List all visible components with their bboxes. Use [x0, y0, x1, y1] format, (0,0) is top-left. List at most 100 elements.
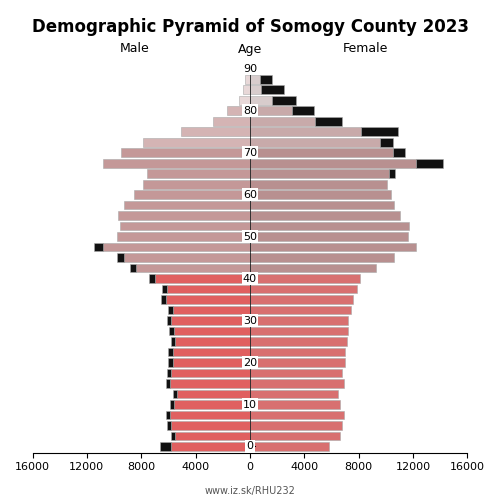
Bar — [250, 327, 348, 336]
Bar — [162, 285, 167, 294]
Bar — [174, 327, 250, 336]
Bar — [388, 170, 396, 178]
Bar — [392, 148, 405, 157]
Bar — [244, 75, 250, 84]
Bar — [136, 264, 250, 272]
Bar — [272, 96, 296, 104]
Bar — [292, 106, 314, 115]
Bar — [250, 421, 342, 430]
Bar — [166, 296, 250, 304]
Bar — [250, 64, 257, 73]
Bar — [166, 410, 170, 420]
Bar — [250, 117, 315, 126]
Bar — [117, 254, 123, 262]
Bar — [120, 222, 250, 230]
Bar — [170, 379, 250, 388]
Bar — [250, 296, 354, 304]
Bar — [250, 400, 340, 409]
Bar — [180, 128, 250, 136]
Bar — [250, 96, 272, 104]
Bar — [172, 358, 250, 367]
Bar — [214, 117, 250, 126]
Text: www.iz.sk/RHU232: www.iz.sk/RHU232 — [204, 486, 296, 496]
Bar — [250, 285, 358, 294]
Bar — [380, 138, 392, 146]
Text: Male: Male — [120, 42, 150, 56]
Bar — [167, 316, 171, 325]
Bar — [171, 368, 250, 378]
Bar — [171, 338, 175, 346]
Bar — [172, 390, 176, 398]
Bar — [250, 306, 350, 314]
Bar — [416, 159, 443, 168]
Bar — [250, 358, 345, 367]
Bar — [103, 243, 250, 252]
Bar — [155, 274, 250, 283]
Bar — [250, 410, 344, 420]
Bar — [170, 400, 174, 409]
Bar — [175, 432, 250, 440]
Text: 50: 50 — [243, 232, 257, 241]
Bar — [261, 86, 284, 94]
Bar — [168, 358, 172, 367]
Bar — [250, 201, 394, 209]
Bar — [250, 170, 388, 178]
Text: 20: 20 — [243, 358, 257, 368]
Text: Age: Age — [238, 42, 262, 56]
Bar — [167, 285, 250, 294]
Bar — [130, 264, 136, 272]
Bar — [250, 75, 260, 84]
Bar — [250, 264, 376, 272]
Bar — [167, 421, 171, 430]
Bar — [239, 96, 250, 104]
Text: 90: 90 — [243, 64, 257, 74]
Bar — [227, 106, 250, 115]
Bar — [134, 190, 250, 199]
Bar — [250, 222, 409, 230]
Bar — [250, 316, 348, 325]
Bar — [315, 117, 342, 126]
Bar — [161, 296, 166, 304]
Bar — [172, 348, 250, 356]
Bar — [118, 212, 250, 220]
Bar — [170, 410, 250, 420]
Text: Demographic Pyramid of Somogy County 2023: Demographic Pyramid of Somogy County 202… — [32, 18, 469, 36]
Bar — [250, 128, 362, 136]
Bar — [124, 254, 250, 262]
Bar — [250, 348, 345, 356]
Bar — [250, 254, 394, 262]
Bar — [172, 306, 250, 314]
Text: 30: 30 — [243, 316, 257, 326]
Bar — [250, 390, 338, 398]
Bar — [250, 338, 346, 346]
Bar — [250, 212, 400, 220]
Text: 40: 40 — [243, 274, 257, 283]
Bar — [167, 368, 171, 378]
Bar — [117, 232, 250, 241]
Bar — [103, 159, 250, 168]
Bar — [171, 442, 250, 451]
Bar — [250, 379, 344, 388]
Text: 70: 70 — [243, 148, 257, 158]
Text: 10: 10 — [243, 400, 257, 409]
Bar — [243, 86, 250, 94]
Bar — [94, 243, 103, 252]
Bar — [166, 379, 170, 388]
Bar — [175, 338, 250, 346]
Bar — [250, 232, 408, 241]
Bar — [260, 75, 272, 84]
Bar — [142, 180, 250, 188]
Bar — [171, 432, 175, 440]
Bar — [250, 190, 392, 199]
Bar — [250, 86, 261, 94]
Bar — [250, 442, 329, 451]
Text: 60: 60 — [243, 190, 257, 200]
Text: 0: 0 — [246, 442, 254, 452]
Bar — [160, 442, 171, 451]
Bar — [250, 432, 340, 440]
Bar — [250, 148, 392, 157]
Bar — [168, 348, 172, 356]
Bar — [169, 327, 174, 336]
Bar — [248, 64, 250, 73]
Bar — [121, 148, 250, 157]
